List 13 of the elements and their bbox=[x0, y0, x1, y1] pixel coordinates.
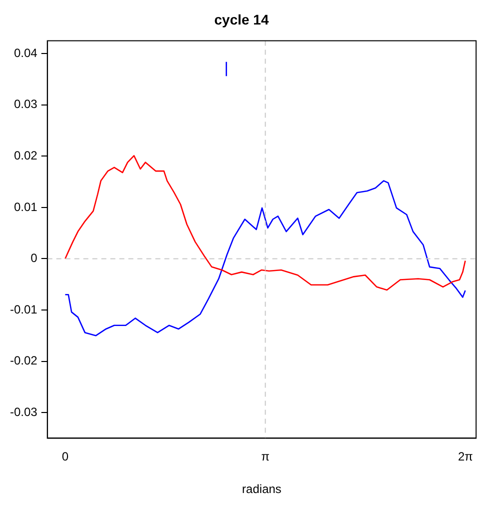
x-tick-label: 0 bbox=[62, 450, 69, 464]
chart-title: cycle 14 bbox=[214, 11, 269, 28]
y-tick-label: -0.03 bbox=[10, 404, 38, 419]
y-tick-label: 0.03 bbox=[14, 97, 38, 112]
y-tick-label: -0.02 bbox=[10, 354, 38, 368]
y-tick-label: -0.01 bbox=[10, 302, 38, 316]
y-tick-label: 0.04 bbox=[14, 46, 38, 60]
y-tick-label: 0.02 bbox=[14, 148, 38, 162]
x-axis-title: radians bbox=[242, 482, 282, 496]
x-tick-label: 2π bbox=[458, 450, 473, 464]
y-tick-label: 0 bbox=[30, 251, 38, 266]
y-tick-label: 0.01 bbox=[14, 200, 38, 214]
x-tick-label: π bbox=[261, 450, 270, 464]
